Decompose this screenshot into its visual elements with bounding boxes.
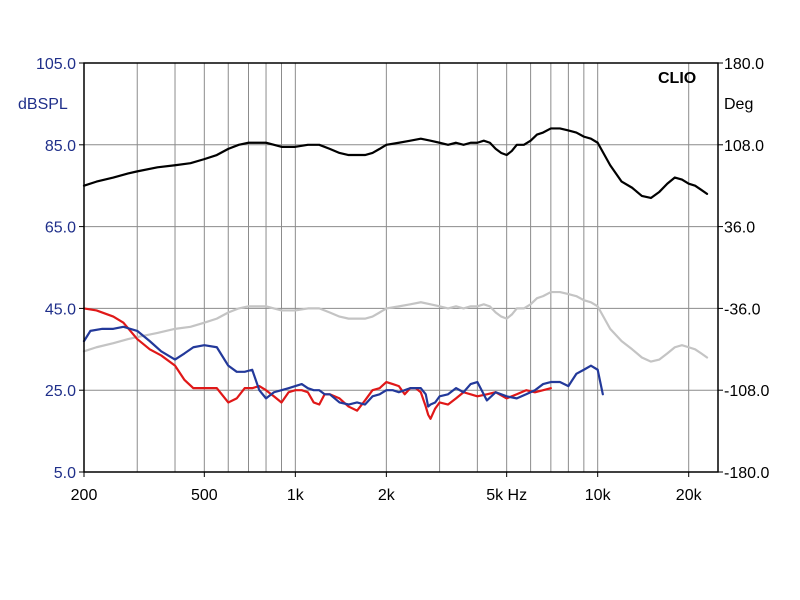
x-tick-label: 500	[191, 487, 218, 504]
right-axis-ticks: -180.0 -108.0 -36.0 36.0 108.0 180.0	[718, 56, 769, 482]
x-tick-label: 200	[71, 487, 98, 504]
series-line	[82, 307, 552, 420]
left-tick-label: 25.0	[45, 383, 76, 400]
x-tick-label: 2k	[378, 487, 396, 504]
series-group	[82, 127, 709, 420]
right-axis-unit: Deg	[724, 96, 753, 113]
right-tick-label: -36.0	[724, 301, 761, 318]
grid	[83, 62, 718, 473]
x-tick-label: 5k Hz	[486, 487, 527, 504]
series-line	[82, 290, 709, 363]
plot-frame	[83, 62, 719, 473]
left-tick-label: 65.0	[45, 220, 76, 237]
right-tick-label: 36.0	[724, 220, 755, 237]
x-tick-label: 1k	[287, 487, 305, 504]
left-tick-label: 5.0	[54, 465, 76, 482]
x-tick-label: 20k	[676, 487, 703, 504]
x-tick-label: 10k	[585, 487, 612, 504]
right-tick-label: 108.0	[724, 138, 764, 155]
left-tick-label: 105.0	[36, 56, 76, 73]
right-tick-label: 180.0	[724, 56, 764, 73]
chart-brand: CLIO	[658, 70, 696, 87]
right-tick-label: -108.0	[724, 383, 769, 400]
x-axis-ticks: 200 500 1k 2k 5k Hz 10k 20k	[71, 472, 703, 504]
series-line	[82, 325, 604, 408]
left-tick-label: 85.0	[45, 138, 76, 155]
left-axis-unit: dBSPL	[18, 96, 68, 113]
left-tick-label: 45.0	[45, 301, 76, 318]
series-line	[82, 127, 709, 200]
left-axis-ticks: 5.0 25.0 45.0 65.0 85.0 105.0	[36, 56, 84, 482]
right-tick-label: -180.0	[724, 465, 769, 482]
